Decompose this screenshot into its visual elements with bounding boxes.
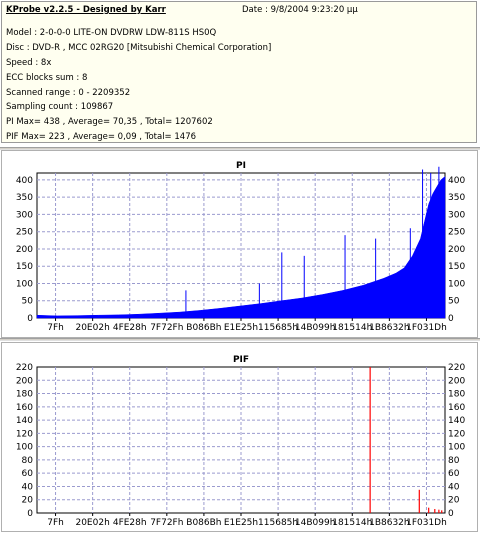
pif-x-tick-label: E1E25h	[224, 518, 258, 528]
pif-y-tick-left: 20	[22, 496, 34, 506]
pif-y-tick-left: 0	[27, 509, 33, 519]
pi-x-tick-label: 20E02h	[75, 323, 109, 333]
pif-y-tick-right: 200	[448, 376, 465, 386]
pif-y-tick-left: 120	[16, 429, 33, 439]
pi-chart-panel: 0 0 50 50 100 100 150 150 200 200 250 250 300 300 350 3…	[1, 150, 478, 338]
pi-x-tick-label: 115685h	[258, 323, 298, 333]
pif-y-tick-right: 80	[448, 456, 460, 466]
pif-y-tick-right: 120	[448, 429, 465, 439]
pi-y-tick-left: 200	[16, 245, 33, 255]
pi-y-tick-left: 250	[16, 228, 33, 238]
pi-y-tick-left: 400	[16, 176, 33, 186]
pi-chart: 0 0 50 50 100 100 150 150 200 200 250 250 300 300 350 3…	[16, 161, 466, 333]
pi-y-tick-left: 150	[16, 262, 33, 272]
pi-y-tick-right: 50	[448, 297, 460, 307]
pif-y-tick-left: 200	[16, 376, 33, 386]
pif-y-tick-right: 140	[448, 416, 465, 426]
info-speed: Speed : 8x	[6, 58, 52, 68]
pi-y-tick-right: 350	[448, 193, 465, 203]
pi-y-tick-right: 200	[448, 245, 465, 255]
pif-y-tick-right: 220	[448, 363, 465, 373]
pif-x-tick-label: 1B8632h	[369, 518, 410, 528]
pif-y-tick-right: 0	[448, 509, 454, 519]
pif-x-tick-label: 115685h	[258, 518, 298, 528]
pi-area	[36, 175, 446, 319]
pif-y-tick-right: 40	[448, 482, 460, 492]
pif-y-tick-right: 180	[448, 390, 465, 400]
pif-chart: 0 0 20 20 40 40 60 60 80 80 100 100 120 120 140 140 160 1…	[16, 355, 466, 528]
info-model: Model : 2-0-0-0 LITE-ON DVDRW LDW-811S H…	[6, 28, 217, 38]
pi-y-tick-right: 400	[448, 176, 465, 186]
pi-x-tick-label: 1B8632h	[369, 323, 410, 333]
info-panel: KProbe v2.2.5 - Designed by Karr Date : …	[1, 1, 477, 143]
info-ecc-blocks: ECC blocks sum : 8	[6, 73, 88, 83]
pif-chart-panel: 0 0 20 20 40 40 60 60 80 80 100 100 120 120 140 140 160 1…	[1, 342, 478, 532]
info-sampling-count: Sampling count : 109867	[6, 102, 114, 112]
divider	[0, 338, 480, 341]
pif-y-tick-left: 60	[22, 469, 34, 479]
app-title: KProbe v2.2.5 - Designed by Karr	[6, 5, 166, 15]
pif-y-tick-left: 180	[16, 390, 33, 400]
pif-x-tick-label: B086Bh	[186, 518, 221, 528]
pi-y-tick-right: 0	[448, 314, 454, 324]
pif-x-tick-label: 4FE28h	[113, 518, 147, 528]
pif-x-tick-label: 14B099h	[295, 518, 336, 528]
divider	[0, 147, 480, 150]
pi-x-tick-label: 7F72Fh	[150, 323, 183, 333]
pi-y-tick-left: 300	[16, 210, 33, 220]
pif-x-tick-label: 7F72Fh	[150, 518, 183, 528]
pif-title: PIF	[233, 355, 249, 365]
pi-x-tick-label: B086Bh	[186, 323, 221, 333]
pif-x-tick-label: 20E02h	[75, 518, 109, 528]
scan-date: Date : 9/8/2004 9:23:20 μμ	[242, 5, 358, 15]
pif-x-tick-label: 1F031Dh	[406, 518, 447, 528]
info-scanned-range: Scanned range : 0 - 2209352	[6, 88, 131, 98]
pif-y-tick-right: 60	[448, 469, 460, 479]
pif-y-tick-left: 220	[16, 363, 33, 373]
pi-x-tick-label: 1F031Dh	[406, 323, 447, 333]
pi-y-tick-right: 100	[448, 279, 465, 289]
pif-y-tick-left: 80	[22, 456, 34, 466]
pi-y-tick-left: 100	[16, 279, 33, 289]
pif-y-tick-left: 100	[16, 443, 33, 453]
pi-x-tick-label: 7Fh	[47, 323, 64, 333]
pif-y-tick-left: 160	[16, 403, 33, 413]
pi-x-tick-label: E1E25h	[224, 323, 258, 333]
pif-y-tick-right: 160	[448, 403, 465, 413]
pif-x-tick-label: 181514h	[332, 518, 372, 528]
info-disc: Disc : DVD-R , MCC 02RG20 [Mitsubishi Ch…	[6, 43, 272, 53]
pif-x-tick-label: 7Fh	[47, 518, 64, 528]
info-pif-stats: PIF Max= 223 , Average= 0,09 , Total= 14…	[6, 132, 197, 142]
pi-x-tick-label: 4FE28h	[113, 323, 147, 333]
pi-x-tick-label: 14B099h	[295, 323, 336, 333]
pif-y-tick-right: 100	[448, 443, 465, 453]
pi-y-tick-right: 300	[448, 210, 465, 220]
pi-y-tick-left: 50	[22, 297, 34, 307]
pi-y-tick-right: 250	[448, 228, 465, 238]
pi-y-tick-left: 350	[16, 193, 33, 203]
pif-y-tick-right: 20	[448, 496, 460, 506]
pi-x-tick-label: 181514h	[332, 323, 372, 333]
pi-y-tick-left: 0	[27, 314, 33, 324]
info-pi-stats: PI Max= 438 , Average= 70,35 , Total= 12…	[6, 117, 213, 127]
pif-y-tick-left: 40	[22, 482, 34, 492]
pi-y-tick-right: 150	[448, 262, 465, 272]
pif-y-tick-left: 140	[16, 416, 33, 426]
pi-title: PI	[236, 161, 246, 171]
